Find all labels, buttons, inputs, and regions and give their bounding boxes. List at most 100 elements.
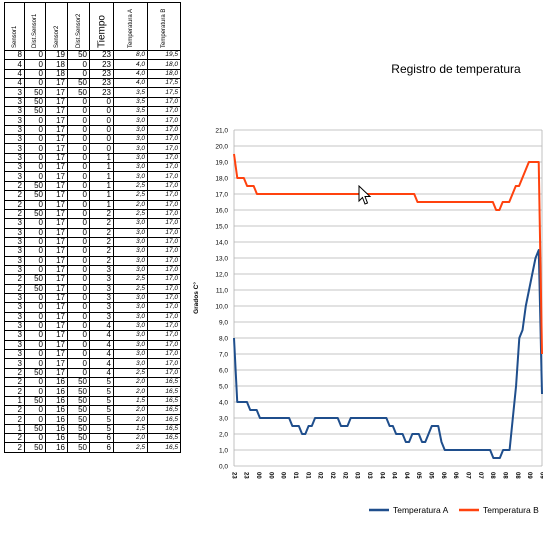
table-cell[interactable]: 23 — [89, 68, 114, 80]
table-cell[interactable]: 2 — [4, 405, 25, 416]
table-cell[interactable]: 16 — [45, 442, 68, 453]
table-cell[interactable]: 50 — [67, 87, 90, 98]
table-cell[interactable]: 17 — [45, 236, 68, 248]
table-cell[interactable]: 0 — [67, 208, 90, 220]
table-cell[interactable]: 4 — [4, 68, 25, 80]
table-cell[interactable]: 17,0 — [147, 218, 181, 229]
table-cell[interactable]: 0 — [24, 152, 46, 164]
table-cell[interactable]: 2,0 — [113, 433, 148, 444]
table-cell[interactable]: 50 — [67, 405, 90, 416]
table-cell[interactable]: 17 — [45, 264, 68, 276]
table-cell[interactable]: 0 — [67, 180, 90, 192]
table-cell[interactable]: 0 — [24, 115, 46, 126]
table-cell[interactable]: 4 — [89, 320, 114, 332]
table-cell[interactable]: 17,0 — [147, 292, 181, 304]
table-cell[interactable]: 17 — [45, 134, 68, 145]
table-cell[interactable]: 2,5 — [113, 442, 148, 453]
table-cell[interactable]: 2,5 — [113, 367, 148, 379]
table-cell[interactable]: 4 — [89, 358, 114, 369]
table-cell[interactable]: 50 — [67, 442, 90, 453]
table-cell[interactable]: 0 — [89, 124, 114, 136]
table-cell[interactable]: 0 — [67, 311, 90, 322]
table-cell[interactable]: 0 — [67, 236, 90, 248]
table-cell[interactable]: 17,5 — [147, 78, 181, 89]
table-cell[interactable]: 18 — [45, 59, 68, 70]
table-cell[interactable]: 3 — [4, 227, 25, 238]
table-cell[interactable]: 5 — [89, 414, 114, 425]
table-cell[interactable]: 17 — [45, 124, 68, 136]
table-cell[interactable]: 50 — [67, 423, 90, 435]
table-cell[interactable]: 2,0 — [113, 414, 148, 425]
table-cell[interactable]: 0 — [89, 134, 114, 145]
table-cell[interactable]: 0 — [24, 68, 46, 80]
table-cell[interactable]: 5 — [89, 423, 114, 435]
table-cell[interactable]: 0 — [24, 292, 46, 304]
table-cell[interactable]: 17 — [45, 162, 68, 173]
table-cell[interactable]: 3,0 — [113, 246, 148, 257]
table-cell[interactable]: 2 — [89, 227, 114, 238]
column-header[interactable]: Dist.Sensor2 — [67, 2, 90, 51]
table-cell[interactable]: 0 — [67, 59, 90, 70]
table-cell[interactable]: 3,0 — [113, 330, 148, 341]
table-cell[interactable]: 50 — [24, 367, 46, 379]
table-cell[interactable]: 2 — [4, 367, 25, 379]
table-cell[interactable]: 3 — [89, 274, 114, 285]
table-cell[interactable]: 3 — [4, 134, 25, 145]
table-cell[interactable]: 17 — [45, 339, 68, 351]
table-cell[interactable]: 0 — [67, 124, 90, 136]
table-cell[interactable]: 0 — [67, 134, 90, 145]
table-cell[interactable]: 3 — [4, 236, 25, 248]
column-header[interactable]: Temperatura B — [147, 2, 181, 51]
table-cell[interactable]: 2 — [4, 274, 25, 285]
table-cell[interactable]: 3,0 — [113, 236, 148, 248]
table-cell[interactable]: 3 — [89, 264, 114, 276]
table-cell[interactable]: 2 — [89, 208, 114, 220]
table-cell[interactable]: 0 — [24, 246, 46, 257]
table-cell[interactable]: 3,0 — [113, 143, 148, 154]
table-cell[interactable]: 1,5 — [113, 423, 148, 435]
table-cell[interactable]: 2 — [89, 236, 114, 248]
table-cell[interactable]: 2,5 — [113, 208, 148, 220]
table-cell[interactable]: 0 — [89, 96, 114, 108]
table-cell[interactable]: 0 — [24, 143, 46, 154]
table-cell[interactable]: 4 — [89, 330, 114, 341]
table-cell[interactable]: 17,0 — [147, 274, 181, 285]
table-cell[interactable]: 0 — [67, 292, 90, 304]
table-cell[interactable]: 1 — [89, 199, 114, 210]
table-cell[interactable]: 0 — [24, 134, 46, 145]
table-cell[interactable]: 16 — [45, 386, 68, 397]
table-cell[interactable]: 16,5 — [147, 377, 181, 388]
table-cell[interactable]: 0 — [67, 246, 90, 257]
table-cell[interactable]: 17,0 — [147, 246, 181, 257]
table-cell[interactable]: 50 — [67, 78, 90, 89]
table-cell[interactable]: 3,0 — [113, 358, 148, 369]
table-cell[interactable]: 0 — [24, 78, 46, 89]
table-cell[interactable]: 0 — [67, 274, 90, 285]
table-cell[interactable]: 17 — [45, 152, 68, 164]
table-cell[interactable]: 50 — [24, 395, 46, 407]
table-cell[interactable]: 0 — [24, 405, 46, 416]
table-cell[interactable]: 50 — [24, 442, 46, 453]
table-cell[interactable]: 1 — [89, 180, 114, 192]
table-cell[interactable]: 0 — [67, 162, 90, 173]
table-cell[interactable]: 50 — [24, 208, 46, 220]
column-header[interactable]: Temperatura A — [113, 2, 148, 51]
table-cell[interactable]: 2 — [89, 255, 114, 266]
table-cell[interactable]: 4 — [89, 367, 114, 379]
table-cell[interactable]: 17,0 — [147, 255, 181, 266]
table-cell[interactable]: 17 — [45, 87, 68, 98]
table-cell[interactable]: 0 — [24, 255, 46, 266]
table-cell[interactable]: 3 — [4, 124, 25, 136]
table-cell[interactable]: 3 — [4, 311, 25, 322]
table-cell[interactable]: 19 — [45, 49, 68, 61]
table-cell[interactable]: 17,0 — [147, 236, 181, 248]
table-cell[interactable]: 3 — [4, 106, 25, 117]
table-cell[interactable]: 0 — [24, 311, 46, 322]
table-cell[interactable]: 17,0 — [147, 152, 181, 164]
table-cell[interactable]: 17 — [45, 218, 68, 229]
table-cell[interactable]: 0 — [24, 377, 46, 388]
table-cell[interactable]: 5 — [89, 377, 114, 388]
table-cell[interactable]: 2 — [4, 199, 25, 210]
table-cell[interactable]: 6 — [89, 433, 114, 444]
table-cell[interactable]: 50 — [24, 283, 46, 294]
